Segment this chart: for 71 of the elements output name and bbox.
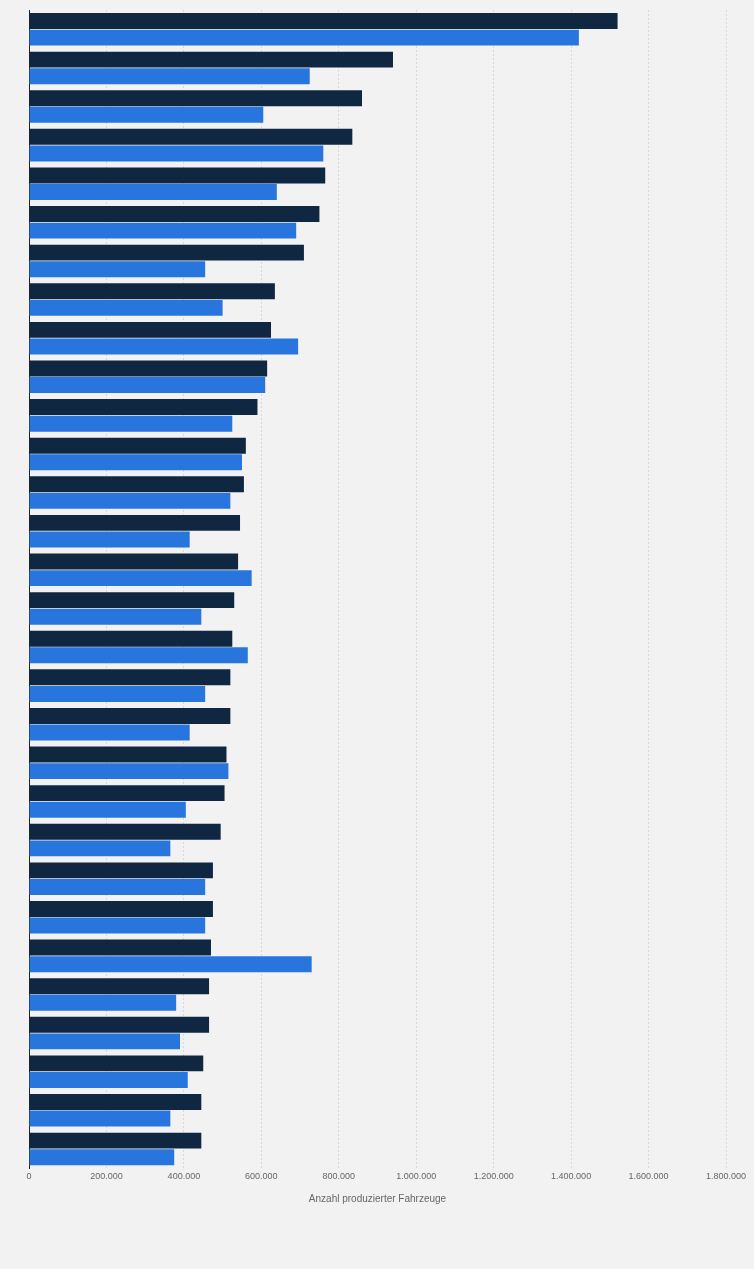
bar	[29, 321, 272, 338]
x-tick-label: 1.400.000	[551, 1171, 592, 1182]
bar	[29, 51, 393, 68]
bar	[29, 531, 190, 548]
bar	[29, 454, 242, 471]
bar	[29, 106, 264, 123]
bar	[29, 939, 211, 956]
bar	[29, 647, 248, 664]
bar	[29, 630, 233, 647]
bar	[29, 553, 239, 570]
bar	[29, 956, 312, 973]
bar	[29, 167, 326, 184]
bar	[29, 570, 252, 587]
bar	[29, 377, 266, 394]
bar	[29, 206, 320, 223]
bar	[29, 415, 233, 432]
bar	[29, 437, 246, 454]
bar	[29, 994, 177, 1011]
bar	[29, 1016, 210, 1033]
bar	[29, 1055, 204, 1072]
bar	[29, 1094, 202, 1110]
bar	[29, 978, 210, 995]
bar	[29, 222, 297, 239]
bar	[29, 785, 225, 802]
x-tick-label: 1.000.000	[396, 1171, 437, 1182]
bar	[29, 862, 213, 879]
bar	[29, 261, 206, 278]
bar	[29, 1149, 175, 1166]
x-tick-label: 800.000	[322, 1171, 356, 1182]
bar	[29, 299, 223, 316]
bar	[29, 399, 258, 416]
bar	[29, 763, 229, 780]
bar	[29, 184, 277, 200]
bar	[29, 476, 244, 493]
bar	[29, 283, 275, 300]
bar	[29, 878, 206, 895]
bar	[29, 900, 213, 917]
bar	[29, 917, 206, 934]
x-tick-label: 200.000	[90, 1171, 123, 1182]
x-axis-title: Anzahl produzierter Fahrzeuge	[308, 1192, 447, 1204]
bar	[29, 592, 235, 609]
bar	[29, 724, 190, 741]
bar	[29, 608, 202, 625]
x-tick-label: 1.600.000	[628, 1171, 669, 1182]
bar	[29, 29, 579, 46]
bar	[29, 360, 268, 377]
bar	[29, 823, 221, 840]
bar	[29, 669, 231, 686]
bar	[29, 128, 353, 145]
bar	[29, 145, 324, 162]
bar	[29, 90, 363, 107]
x-tick-label: 0	[26, 1171, 32, 1182]
bar	[29, 1033, 181, 1050]
bar	[29, 1110, 171, 1127]
bar	[29, 685, 206, 702]
x-tick-label: 1.800.000	[705, 1171, 747, 1182]
x-tick-label: 400.000	[167, 1171, 201, 1182]
bar	[29, 840, 171, 857]
bar	[29, 746, 227, 763]
bar	[29, 492, 231, 509]
bar	[29, 1072, 188, 1088]
bar	[29, 707, 231, 724]
bar	[29, 68, 310, 85]
bar	[29, 1132, 202, 1149]
x-tick-label: 1.200.000	[473, 1171, 514, 1182]
bar	[29, 801, 186, 818]
bar	[29, 338, 299, 355]
bar	[29, 13, 618, 29]
bar	[29, 514, 241, 531]
bar	[29, 244, 304, 261]
x-tick-label: 600.000	[245, 1171, 278, 1182]
